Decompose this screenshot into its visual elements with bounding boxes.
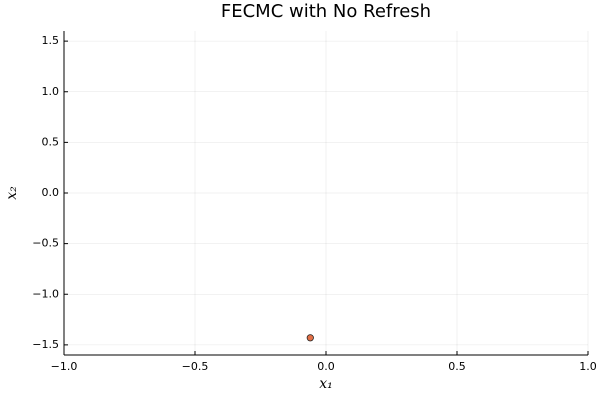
x-tick-label: 0.0 xyxy=(317,360,335,373)
y-tick-label: 0.0 xyxy=(42,186,60,199)
y-tick-label: −1.0 xyxy=(32,287,59,300)
point xyxy=(306,334,314,342)
x-tick-label: 1.0 xyxy=(579,360,597,373)
x-tick-label: −0.5 xyxy=(182,360,209,373)
y-tick-label: 0.5 xyxy=(42,135,60,148)
y-tick-label: −1.5 xyxy=(32,338,59,351)
x-tick-label: 0.5 xyxy=(448,360,466,373)
y-axis-label: x₂ xyxy=(4,186,20,200)
x-tick-label: −1.0 xyxy=(51,360,78,373)
y-tick-label: 1.5 xyxy=(42,34,60,47)
y-tick-label: −0.5 xyxy=(32,237,59,250)
chart-title: FECMC with No Refresh xyxy=(221,1,431,22)
y-tick-label: 1.0 xyxy=(42,85,60,98)
x-axis-label: x₁ xyxy=(319,376,333,392)
